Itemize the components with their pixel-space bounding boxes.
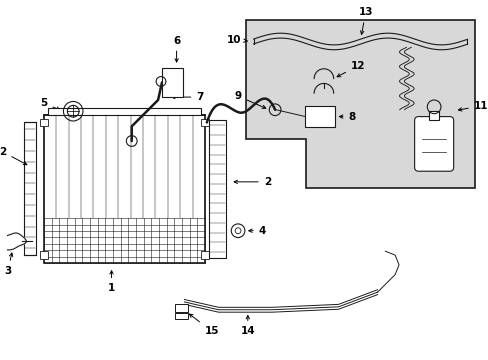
Text: 5: 5: [40, 98, 60, 110]
Text: 10: 10: [226, 35, 247, 45]
Text: 2: 2: [234, 177, 270, 187]
Bar: [305, 106, 334, 127]
Text: 4: 4: [248, 226, 265, 236]
Bar: [201, 251, 208, 259]
Bar: [208, 120, 226, 258]
Bar: [428, 111, 438, 121]
Text: 9: 9: [234, 91, 265, 108]
Text: 7: 7: [171, 92, 203, 102]
Polygon shape: [245, 20, 474, 188]
Text: 3: 3: [4, 253, 13, 276]
Bar: [40, 251, 48, 259]
Text: 1: 1: [108, 271, 115, 293]
Text: 14: 14: [240, 316, 255, 336]
Text: 2: 2: [0, 147, 27, 165]
Text: 13: 13: [358, 7, 372, 34]
Text: 6: 6: [173, 36, 180, 62]
Bar: [40, 118, 48, 126]
Bar: [174, 313, 188, 319]
Text: 12: 12: [336, 61, 365, 77]
Text: 11: 11: [457, 101, 487, 111]
Text: 15: 15: [189, 314, 219, 336]
Bar: [48, 108, 201, 114]
Bar: [174, 304, 188, 312]
Polygon shape: [2, 233, 26, 250]
FancyBboxPatch shape: [414, 117, 453, 171]
Bar: [201, 118, 208, 126]
Bar: [162, 68, 183, 97]
Bar: [44, 114, 204, 263]
Text: 8: 8: [339, 112, 355, 122]
Bar: [24, 122, 36, 255]
